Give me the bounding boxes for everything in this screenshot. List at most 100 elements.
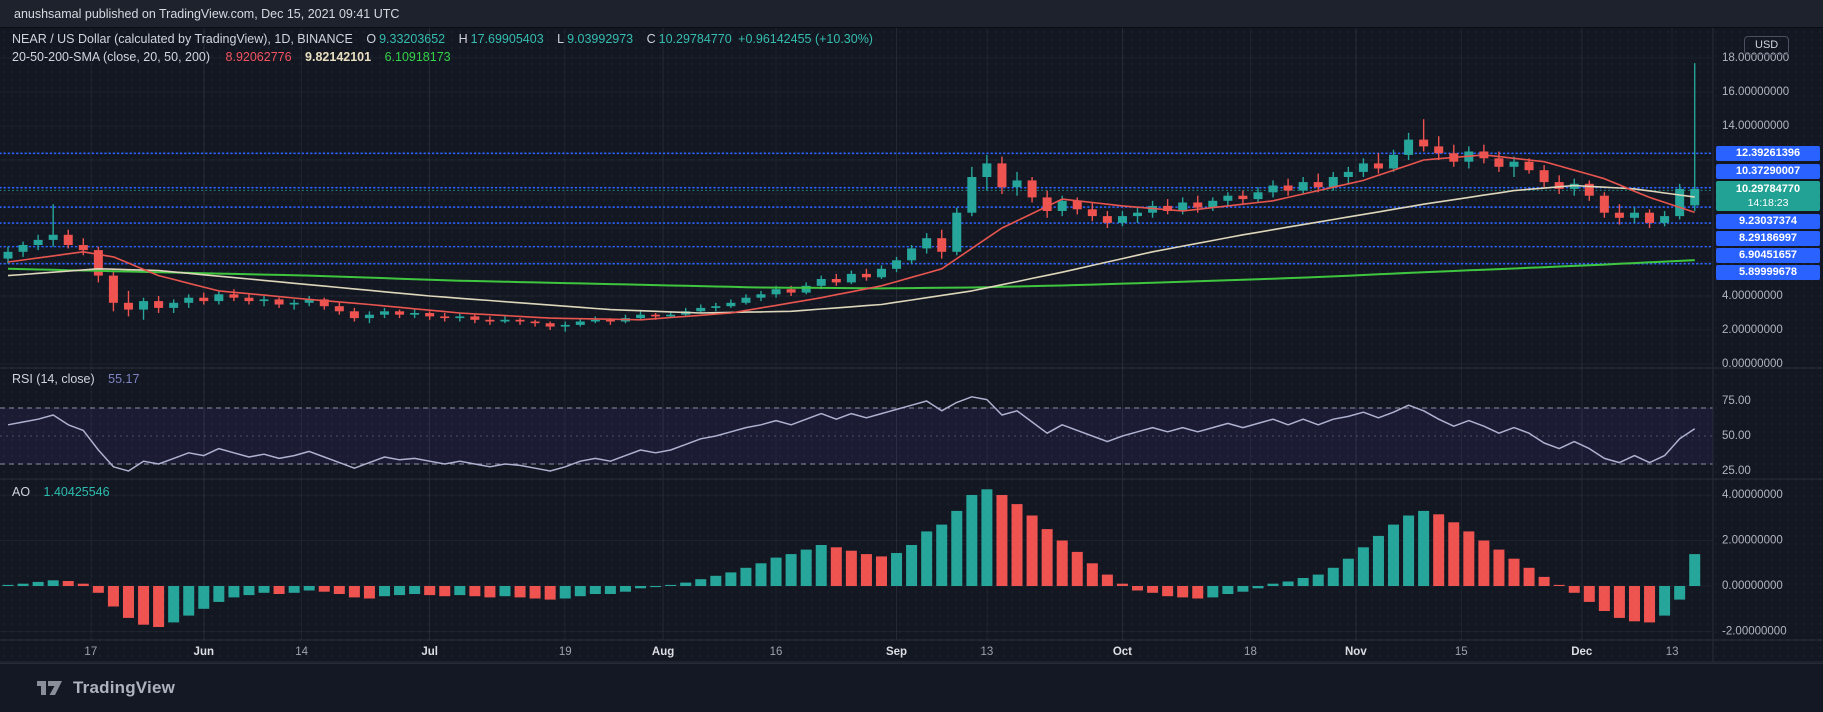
axis-label: Nov bbox=[1345, 646, 1367, 658]
candle bbox=[139, 297, 149, 320]
candle bbox=[1629, 207, 1639, 223]
bar-countdown: 14:18:23 bbox=[1747, 197, 1789, 209]
candle bbox=[1027, 177, 1037, 203]
candle bbox=[199, 292, 209, 305]
ao-bar bbox=[604, 586, 616, 594]
ao-bar bbox=[1026, 515, 1038, 586]
high-value: 17.69905403 bbox=[470, 32, 544, 46]
chart-canvas[interactable]: 18.00000000 16.00000000 14.00000000 4.00000… bbox=[0, 28, 1823, 663]
ao-bar bbox=[168, 586, 180, 623]
candle bbox=[696, 304, 706, 313]
axis-label: 13 bbox=[981, 646, 994, 658]
candle bbox=[1584, 180, 1594, 201]
ao-bar bbox=[1433, 514, 1445, 586]
candle bbox=[470, 314, 480, 324]
axis-label: 50.00 bbox=[1722, 430, 1751, 442]
candle-series[interactable] bbox=[3, 63, 1700, 332]
sma200-value: 6.10918173 bbox=[384, 50, 451, 64]
ao-bar bbox=[1644, 586, 1656, 623]
chart-area[interactable]: 18.00000000 16.00000000 14.00000000 4.00000… bbox=[0, 28, 1823, 663]
ao-bar bbox=[815, 545, 827, 586]
ao-bar bbox=[1388, 524, 1400, 586]
ao-bar bbox=[1493, 549, 1505, 586]
currency-toggle-button[interactable]: USD bbox=[1744, 36, 1790, 55]
candle bbox=[1313, 173, 1323, 193]
ao-bar bbox=[409, 586, 421, 594]
candle bbox=[18, 241, 28, 257]
ao-bar bbox=[1207, 586, 1219, 598]
candle bbox=[1524, 158, 1534, 174]
candle bbox=[892, 256, 902, 273]
candle bbox=[1479, 144, 1489, 164]
candle bbox=[1268, 180, 1278, 198]
ao-bar bbox=[1659, 586, 1671, 616]
ao-bar bbox=[635, 586, 647, 589]
candle bbox=[846, 270, 856, 285]
ao-bar bbox=[1162, 586, 1174, 597]
candle bbox=[952, 207, 962, 256]
price-line-badge: 5.89999678 bbox=[1716, 265, 1820, 280]
candle bbox=[395, 309, 405, 319]
candle bbox=[1690, 63, 1700, 211]
candle bbox=[184, 294, 194, 308]
axis-label: 75.00 bbox=[1722, 395, 1751, 407]
ao-bar bbox=[394, 586, 406, 596]
candle bbox=[545, 321, 555, 330]
candle bbox=[63, 229, 73, 249]
axis-label: 4.00000000 bbox=[1722, 290, 1783, 302]
axis-label: 2.00000000 bbox=[1722, 535, 1783, 547]
candle bbox=[33, 234, 43, 251]
candle bbox=[756, 290, 766, 302]
ao-bar bbox=[439, 586, 451, 597]
candle bbox=[997, 156, 1007, 194]
ao-bar bbox=[333, 586, 345, 594]
ao-bar bbox=[424, 586, 436, 596]
ao-bar bbox=[1101, 574, 1113, 586]
candle bbox=[982, 154, 992, 191]
axis-label: Aug bbox=[652, 646, 674, 658]
candle bbox=[1509, 156, 1519, 177]
ao-bar bbox=[1598, 586, 1610, 611]
candle bbox=[48, 204, 58, 247]
axis-label: Sep bbox=[886, 646, 907, 658]
ao-bar bbox=[1628, 586, 1640, 622]
price-line-badge: 9.23037374 bbox=[1716, 214, 1820, 229]
ao-bar bbox=[1553, 584, 1565, 586]
ao-bar bbox=[1116, 583, 1128, 586]
close-label: C bbox=[646, 32, 656, 46]
axis-label: 18.00000000 bbox=[1722, 52, 1789, 64]
axis-label: 13 bbox=[1666, 646, 1679, 658]
ao-histogram[interactable] bbox=[2, 489, 1701, 627]
candle bbox=[831, 273, 841, 286]
ao-bar bbox=[966, 495, 978, 586]
price-line-badge: 10.37290007 bbox=[1716, 164, 1820, 179]
candle bbox=[1614, 204, 1624, 225]
sma20-line[interactable] bbox=[7, 154, 1695, 321]
candle bbox=[3, 246, 13, 264]
ao-bar bbox=[1523, 567, 1535, 586]
tradingview-brand[interactable]: TradingView bbox=[73, 678, 176, 697]
axis-label: 0.00000000 bbox=[1722, 358, 1783, 370]
axis-label: -2.00000000 bbox=[1722, 626, 1787, 638]
candle bbox=[1253, 187, 1263, 203]
ao-bar bbox=[213, 586, 225, 602]
rsi-line[interactable] bbox=[7, 396, 1696, 472]
tradingview-logo-icon[interactable] bbox=[36, 678, 63, 698]
ao-value: 1.40425546 bbox=[43, 485, 110, 499]
sma200-line[interactable] bbox=[7, 259, 1695, 290]
candle bbox=[1419, 119, 1429, 152]
candle bbox=[1404, 132, 1414, 160]
footer: TradingView bbox=[0, 663, 1823, 712]
axis-label: Jun bbox=[194, 646, 214, 658]
candle bbox=[1660, 211, 1670, 227]
ao-bar bbox=[183, 586, 195, 616]
candle bbox=[590, 316, 600, 324]
ao-bar bbox=[122, 586, 134, 618]
sma50-line[interactable] bbox=[7, 184, 1695, 314]
ao-bar bbox=[1357, 547, 1369, 586]
candle bbox=[500, 316, 510, 324]
candle bbox=[636, 311, 646, 320]
ao-bar bbox=[273, 586, 285, 594]
ao-bar bbox=[363, 586, 375, 599]
